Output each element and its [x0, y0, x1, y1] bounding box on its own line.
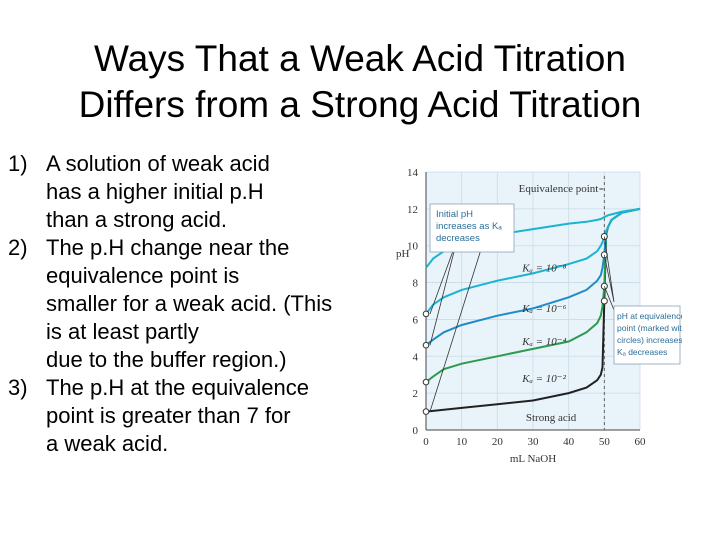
title-line-2: Differs from a Strong Acid Titration: [78, 84, 642, 125]
text-line: The p.H at the equivalence: [46, 375, 309, 400]
initial-point-marker: [422, 341, 430, 349]
title-line-1: Ways That a Weak Acid Titration: [94, 38, 626, 79]
text-line: due to the buffer region.): [46, 347, 287, 372]
bullet-list: 1) A solution of weak acid has a higher …: [8, 150, 388, 458]
x-tick-label: 10: [456, 436, 468, 448]
item-text: A solution of weak acid has a higher ini…: [46, 150, 388, 234]
text-line: than a strong acid.: [46, 207, 228, 232]
x-tick-label: 50: [599, 436, 611, 448]
callout-right-line: pH at equivalence: [617, 311, 682, 321]
equivalence-label: Equivalence point: [519, 183, 599, 195]
y-tick-label: 2: [413, 388, 419, 400]
y-tick-label: 14: [407, 167, 419, 179]
text-line: smaller for a weak acid. (This: [46, 291, 333, 316]
callout-right-leader: [603, 236, 615, 311]
equivalence-point-marker: [600, 282, 608, 290]
list-item-2: 2) The p.H change near the equivalence p…: [8, 234, 388, 374]
y-tick-label: 10: [407, 241, 419, 253]
list-item-3: 3) The p.H at the equivalence point is g…: [8, 374, 388, 458]
callout-left-line: decreases: [436, 233, 480, 244]
chart-svg: 0 2 4 6 8 10 12 14 0 10 20 30 40 50 60 mL NaOH pH Equival…: [396, 167, 694, 465]
y-tick-label: 4: [413, 351, 419, 363]
item-number: 3): [8, 375, 28, 400]
item-text: The p.H at the equivalence point is grea…: [46, 374, 388, 458]
curve-label: Kₐ = 10⁻²: [521, 373, 566, 385]
item-text: The p.H change near the equivalence poin…: [46, 234, 388, 374]
callout-left-line: Initial pH: [436, 209, 473, 220]
x-tick-label: 30: [528, 436, 540, 448]
text-line: equivalence point is: [46, 263, 240, 288]
item-number: 2): [8, 235, 28, 260]
callout-right-line: point (marked with: [617, 323, 682, 333]
y-tick-label: 0: [413, 425, 419, 437]
equivalence-point-marker: [600, 233, 608, 240]
callout-right-line: Kₐ decreases: [617, 347, 667, 357]
x-axis-label: mL NaOH: [510, 453, 556, 465]
y-tick-label: 8: [413, 278, 419, 290]
curve-label: Strong acid: [526, 412, 577, 424]
initial-point-marker: [422, 378, 430, 386]
callout-right: pH at equivalence point (marked with circl…: [603, 236, 694, 365]
text-line: The p.H change near the: [46, 235, 290, 260]
text-line: a weak acid.: [46, 431, 169, 456]
slide-title: Ways That a Weak Acid Titration Differs …: [0, 36, 720, 128]
item-number: 1): [8, 151, 28, 176]
text-line: has a higher initial p.H: [46, 179, 264, 204]
x-tick-label: 0: [423, 436, 429, 448]
equivalence-point-marker: [600, 297, 608, 305]
curve-label: Kₐ = 10⁻⁴: [521, 336, 566, 348]
series-line: [425, 207, 641, 315]
y-tick-label: 12: [407, 204, 418, 216]
text-line: A solution of weak acid: [46, 151, 270, 176]
x-tick-label: 60: [635, 436, 647, 448]
callout-right-line: circles) increases as: [617, 335, 682, 345]
text-line: point is greater than 7 for: [46, 403, 291, 428]
x-tick-label: 40: [563, 436, 575, 448]
callout-left-line: increases as Kₐ: [436, 221, 502, 232]
curve-label: Kₐ = 10⁻⁶: [521, 303, 566, 315]
y-tick-label: 6: [413, 314, 419, 326]
titration-chart: 0 2 4 6 8 10 12 14 0 10 20 30 40 50 60 mL NaOH pH Equival…: [392, 160, 694, 472]
y-axis-label: pH: [396, 248, 410, 260]
callout-left-box: [429, 203, 515, 253]
x-tick-label: 20: [492, 436, 504, 448]
initial-point-marker: [422, 310, 430, 318]
text-line: is at least partly: [46, 319, 199, 344]
curve-label: Kₐ = 10⁻⁸: [521, 263, 566, 275]
list-item-1: 1) A solution of weak acid has a higher …: [8, 150, 388, 234]
initial-point-marker: [422, 408, 430, 415]
callout-right-box: [613, 305, 681, 365]
